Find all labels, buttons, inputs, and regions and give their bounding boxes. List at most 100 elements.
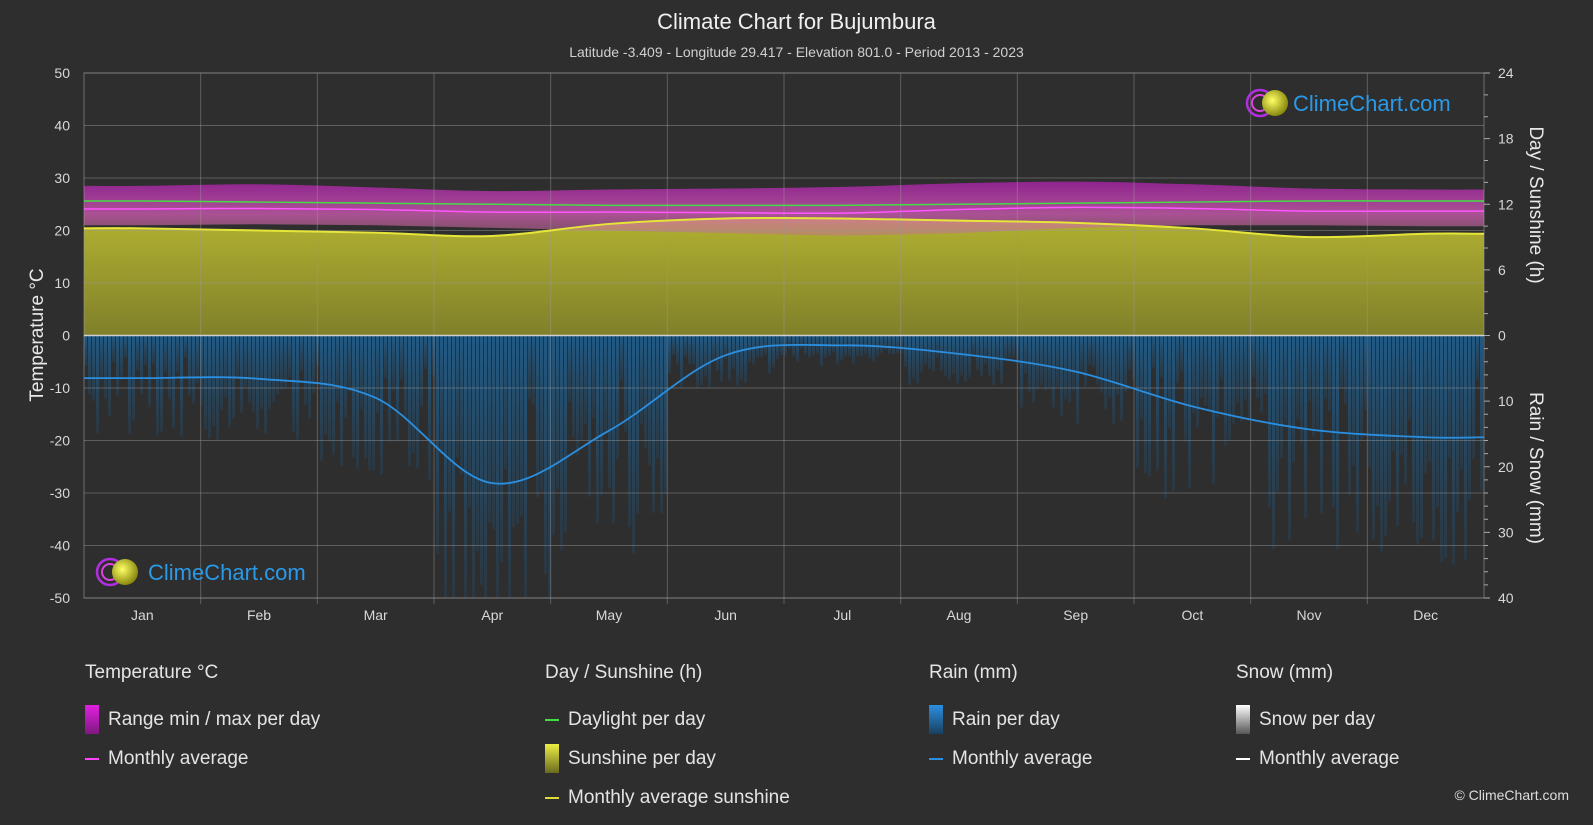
rain-day-bar (1392, 335, 1395, 451)
y-right-sunshine-tick-label: 18 (1498, 131, 1514, 147)
rain-day-bar (1416, 335, 1419, 545)
x-month-label: Jun (714, 607, 737, 623)
rain-day-bar (1128, 335, 1131, 370)
rain-day-bar (644, 335, 647, 448)
rain-day-bar (528, 335, 531, 400)
rain-day-bar (1312, 335, 1315, 437)
x-month-label: Mar (364, 607, 388, 623)
rain-day-bar (1440, 335, 1443, 563)
rain-day-bar (716, 335, 719, 371)
rain-day-bar (1428, 335, 1431, 463)
rain-day-bar (116, 335, 119, 397)
rain-day-bar (1224, 335, 1227, 446)
rain-day-bar (1004, 335, 1007, 361)
rain-day-bar (1196, 335, 1199, 428)
rain-day-bar (1232, 335, 1235, 425)
rain-day-bar (524, 335, 527, 598)
rain-day-bar (1108, 335, 1111, 399)
rain-day-bar (124, 335, 127, 359)
rain-day-bar (424, 335, 427, 369)
rain-day-bar (916, 335, 919, 384)
rain-day-bar (1372, 335, 1375, 540)
legend-swatch-rain (929, 705, 943, 734)
rain-day-bar (1012, 335, 1015, 358)
rain-day-bar (832, 335, 835, 353)
rain-day-bar (948, 335, 951, 380)
sunshine-average-line (83, 216, 1485, 239)
rain-day-bar (1168, 335, 1171, 428)
rain-day-bar (1272, 335, 1275, 549)
rain-day-bar (660, 335, 663, 514)
rain-day-bar (1144, 335, 1147, 474)
rain-day-bar (1180, 335, 1183, 372)
rain-day-bar (440, 335, 443, 455)
legend-item-sunshine-average: Monthly average sunshine (545, 778, 790, 817)
rain-day-bar (1124, 335, 1127, 393)
rain-day-bar (632, 335, 635, 554)
rain-day-bar (1268, 335, 1271, 508)
rain-day-bar (736, 335, 739, 387)
rain-day-bar (1076, 335, 1079, 425)
rain-day-bar (664, 335, 667, 494)
rain-day-bar (200, 335, 203, 406)
rain-day-bar (388, 335, 391, 442)
x-month-label: Feb (247, 607, 271, 623)
rain-day-bar (520, 335, 523, 517)
rain-day-bar (1300, 335, 1303, 444)
rain-day-bar (1220, 335, 1223, 380)
rain-day-bar (1464, 335, 1467, 560)
rain-day-bar (196, 335, 199, 383)
rain-day-bar (392, 335, 395, 391)
rain-day-bar (1348, 335, 1351, 495)
legend-label-sunshine: Sunshine per day (568, 747, 716, 769)
rain-day-bar (572, 335, 575, 438)
rain-day-bar (112, 335, 115, 362)
rain-day-bar (216, 335, 219, 440)
rain-day-bar (1320, 335, 1323, 514)
rain-day-bar (448, 335, 451, 512)
y-right-sunshine-tick-label: 0 (1498, 328, 1506, 344)
rain-day-bar (372, 335, 375, 471)
rain-day-bar (1156, 335, 1159, 471)
rain-day-bar (568, 335, 571, 402)
rain-day-bar (884, 335, 887, 351)
rain-day-bar (264, 335, 267, 435)
rain-day-bar (492, 335, 495, 530)
rain-day-bar (912, 335, 915, 379)
logo-top-text: ClimeChart.com (1293, 91, 1451, 116)
rain-day-bar (316, 335, 319, 367)
rain-day-bar (772, 335, 775, 368)
rain-day-bar (368, 335, 371, 471)
rain-day-bar (576, 335, 579, 456)
rain-day-bar (1140, 335, 1143, 420)
rain-day-bar (256, 335, 259, 430)
rain-day-bar (1200, 335, 1203, 399)
rain-day-bar (504, 335, 507, 470)
y-right-rain-axis-title: Rain / Snow (mm) (1525, 392, 1546, 544)
rain-day-bar (744, 335, 747, 384)
rain-day-bar (1404, 335, 1407, 485)
rain-day-bar (244, 335, 247, 388)
rain-day-bar (1068, 335, 1071, 403)
rain-day-bar (428, 335, 431, 481)
rain-day-bar (296, 335, 299, 440)
legend-sunshine: Day / Sunshine (h) Daylight per day Suns… (545, 662, 790, 817)
rain-day-bar (1284, 335, 1287, 423)
rain-day-bar (1452, 335, 1455, 565)
x-month-label: Sep (1063, 607, 1088, 623)
rain-day-bar (540, 335, 543, 491)
climate-chart: 50 40 30 20 10 0 -10 -20 -30 -40 -50 24 18 12 6 0 10 20 30… (27, 65, 1546, 623)
rain-day-bar (1032, 335, 1035, 403)
rain-day-bar (184, 335, 187, 359)
rain-day-bar (800, 335, 803, 349)
rain-day-bar (908, 335, 911, 386)
rain-day-bar (796, 335, 799, 362)
rain-day-bar (180, 335, 183, 438)
legend-label-rain: Rain per day (952, 708, 1060, 730)
rain-day-bar (988, 335, 991, 376)
x-month-label: Jul (833, 607, 851, 623)
rain-day-bar (1364, 335, 1367, 410)
legend-snow-title: Snow (mm) (1236, 662, 1334, 683)
rain-day-bar (192, 335, 195, 404)
y-left-tick-label: -50 (50, 590, 70, 606)
